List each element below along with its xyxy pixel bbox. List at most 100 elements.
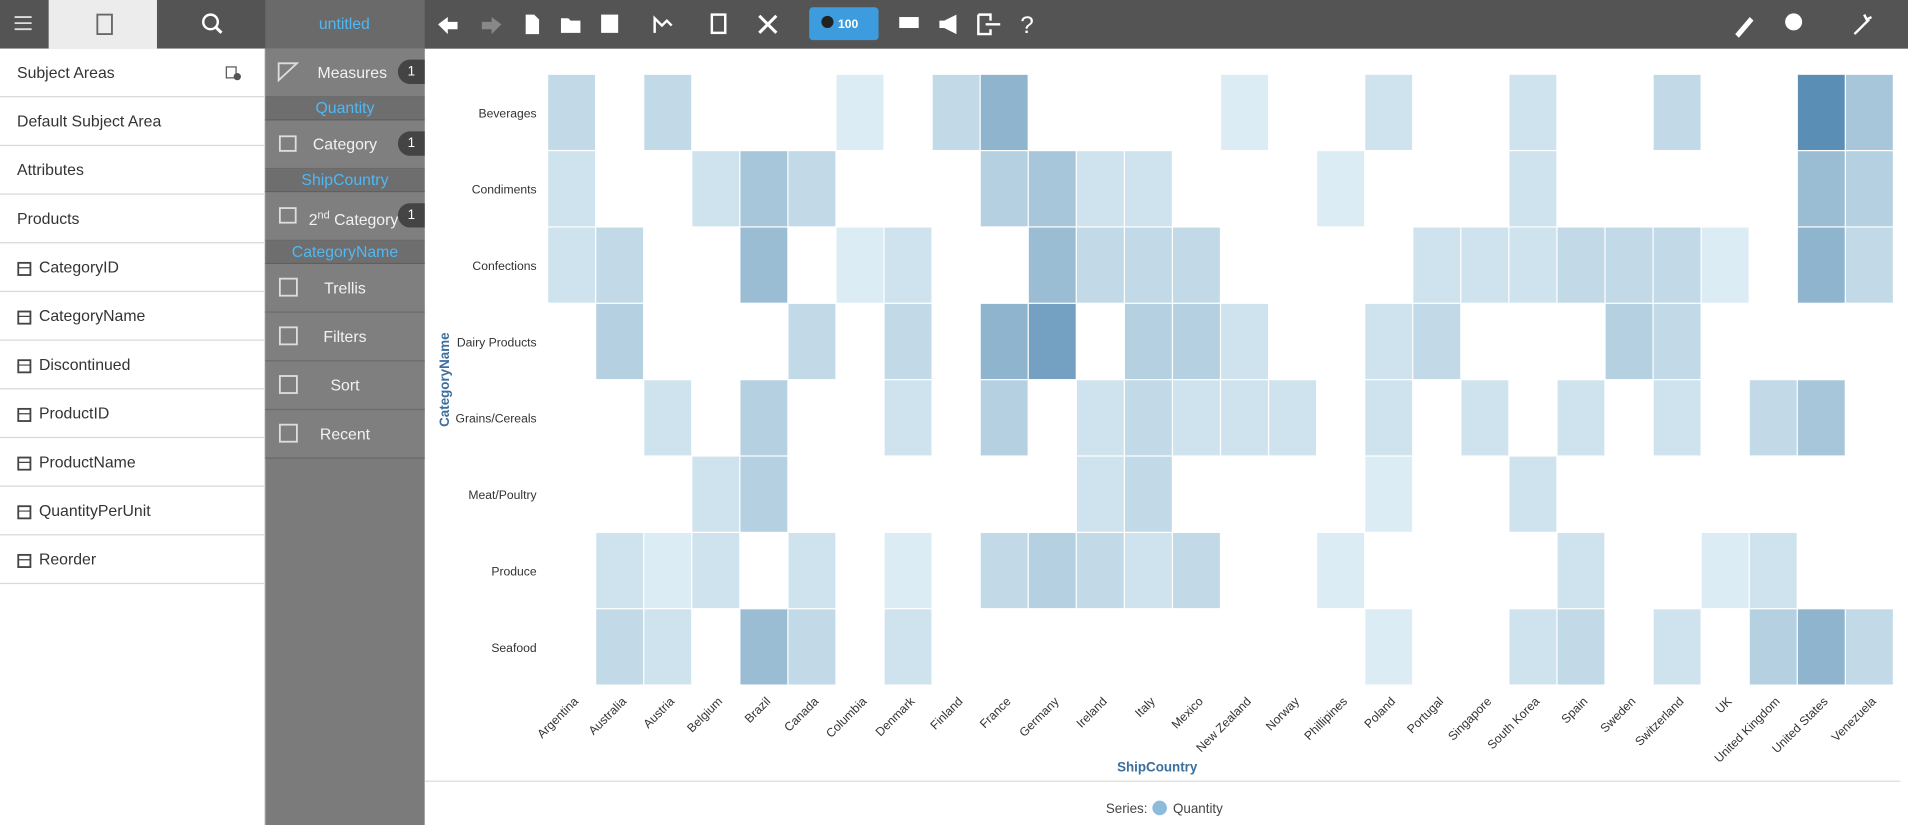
heat-cell — [1076, 456, 1124, 532]
heat-cell — [1076, 227, 1124, 303]
heat-cell — [884, 532, 932, 609]
help[interactable]: ? — [1020, 12, 1034, 39]
heat-cell — [980, 532, 1028, 609]
heat-cell — [1076, 532, 1124, 609]
shelf-field[interactable]: CategoryName — [265, 240, 425, 265]
panel-item[interactable]: ProductID — [0, 389, 265, 439]
x-tick-label: Ireland — [1074, 694, 1110, 730]
heat-cell — [1605, 227, 1653, 303]
tools[interactable] — [758, 14, 778, 34]
heat-cell — [932, 74, 980, 150]
heat-cell — [1173, 380, 1220, 456]
panel-item-label: Attributes — [17, 160, 84, 179]
heat-cell — [740, 151, 788, 227]
heat-cell — [1845, 151, 1893, 227]
heat-cell — [1413, 227, 1461, 303]
heat-cell — [1749, 609, 1797, 685]
panel-item[interactable]: ProductName — [0, 438, 265, 487]
settings-icon[interactable] — [225, 64, 242, 81]
panel-item[interactable]: Default Subject Area — [0, 97, 265, 147]
doc-tab[interactable] — [265, 0, 425, 49]
field-icon — [17, 504, 32, 519]
heat-cell — [1317, 151, 1365, 227]
shelf-button[interactable]: Recent — [265, 410, 425, 459]
heat-cell — [1173, 532, 1220, 609]
heat-cell — [1701, 532, 1749, 609]
heat-cell — [644, 532, 692, 609]
y-tick-label: Condiments — [472, 183, 537, 197]
panel-item[interactable]: CategoryID — [0, 243, 265, 293]
legend-title: Series: — [1106, 801, 1148, 816]
heat-cell — [1557, 532, 1605, 609]
second-category-shelf[interactable]: 2nd Category 1 — [265, 192, 425, 241]
present[interactable] — [939, 14, 957, 35]
panel-item[interactable]: Subject Areas — [0, 49, 265, 98]
heat-cell — [884, 227, 932, 303]
chart-type[interactable] — [653, 15, 673, 33]
undo[interactable] — [438, 17, 458, 35]
x-tick-label: Argentina — [534, 694, 581, 741]
menu-button[interactable] — [14, 16, 32, 31]
panel-item[interactable]: Attributes — [0, 146, 265, 195]
edit[interactable] — [710, 13, 727, 35]
field-icon — [17, 358, 32, 373]
heat-cell — [1797, 380, 1845, 456]
count-badge: 1 — [397, 59, 425, 84]
panel-item[interactable]: Products — [0, 195, 265, 244]
x-tick-label: Denmark — [873, 694, 918, 739]
heat-cell — [1365, 74, 1413, 150]
panel-item-label: Products — [17, 209, 80, 228]
x-tick-label: Venezuela — [1829, 694, 1879, 744]
count-badge: 1 — [397, 203, 425, 228]
shelf-field[interactable]: ShipCountry — [265, 169, 425, 193]
shelf-button[interactable]: Sort — [265, 361, 425, 411]
zoom-button[interactable] — [809, 7, 879, 41]
heat-cell — [1509, 151, 1557, 227]
ordinal-number: 2 — [308, 210, 318, 230]
panel-item[interactable]: Reorder — [0, 535, 265, 585]
x-tick-label: Singapore — [1445, 694, 1494, 743]
y-tick-label: Beverages — [479, 106, 537, 120]
shelf-button[interactable]: Trellis — [265, 264, 425, 313]
data-tab[interactable] — [48, 0, 157, 49]
legend-swatch — [1152, 800, 1167, 816]
heat-cell — [1749, 380, 1797, 456]
heat-cell — [644, 380, 692, 456]
new[interactable] — [525, 14, 540, 35]
insights[interactable] — [1785, 13, 1803, 31]
x-tick-label: Finland — [927, 694, 965, 732]
heat-cell — [1845, 74, 1893, 150]
shelf-panel: Measures 1 Quantity Category 1 ShipCount… — [265, 48, 425, 825]
heat-cell — [1845, 227, 1893, 303]
print[interactable] — [899, 17, 919, 28]
style[interactable] — [1735, 17, 1754, 38]
measures-shelf[interactable]: Measures 1 — [265, 48, 425, 98]
subject-panel: Subject Areas Default Subject Area Attribu… — [0, 48, 266, 825]
heat-cell — [1557, 227, 1605, 303]
label-text: Category — [334, 210, 399, 230]
search-button[interactable] — [201, 13, 220, 31]
category-shelf[interactable]: Category 1 — [265, 120, 425, 170]
x-tick-label: Belgium — [684, 694, 725, 735]
heat-cell — [1173, 303, 1220, 380]
button-icon — [278, 375, 298, 394]
open[interactable] — [560, 18, 581, 33]
shelf-button[interactable]: Filters — [265, 312, 425, 362]
panel-item[interactable]: Discontinued — [0, 341, 265, 390]
shelf-button-label: Sort — [330, 376, 360, 395]
x-tick-label: Italy — [1132, 694, 1158, 720]
heat-cell — [1605, 303, 1653, 380]
shelf-field[interactable]: Quantity — [265, 97, 425, 121]
save[interactable] — [601, 14, 619, 33]
field-icon — [17, 456, 32, 471]
magic[interactable] — [1853, 14, 1873, 35]
heat-cell — [596, 609, 644, 685]
heat-cell — [596, 227, 644, 303]
redo[interactable] — [481, 17, 502, 35]
field-icon — [17, 261, 32, 276]
field-icon — [17, 553, 32, 568]
panel-item[interactable]: QuantityPerUnit — [0, 487, 265, 536]
panel-item[interactable]: CategoryName — [0, 292, 265, 341]
export[interactable] — [977, 13, 1001, 36]
y-tick-label: Confections — [472, 259, 536, 273]
